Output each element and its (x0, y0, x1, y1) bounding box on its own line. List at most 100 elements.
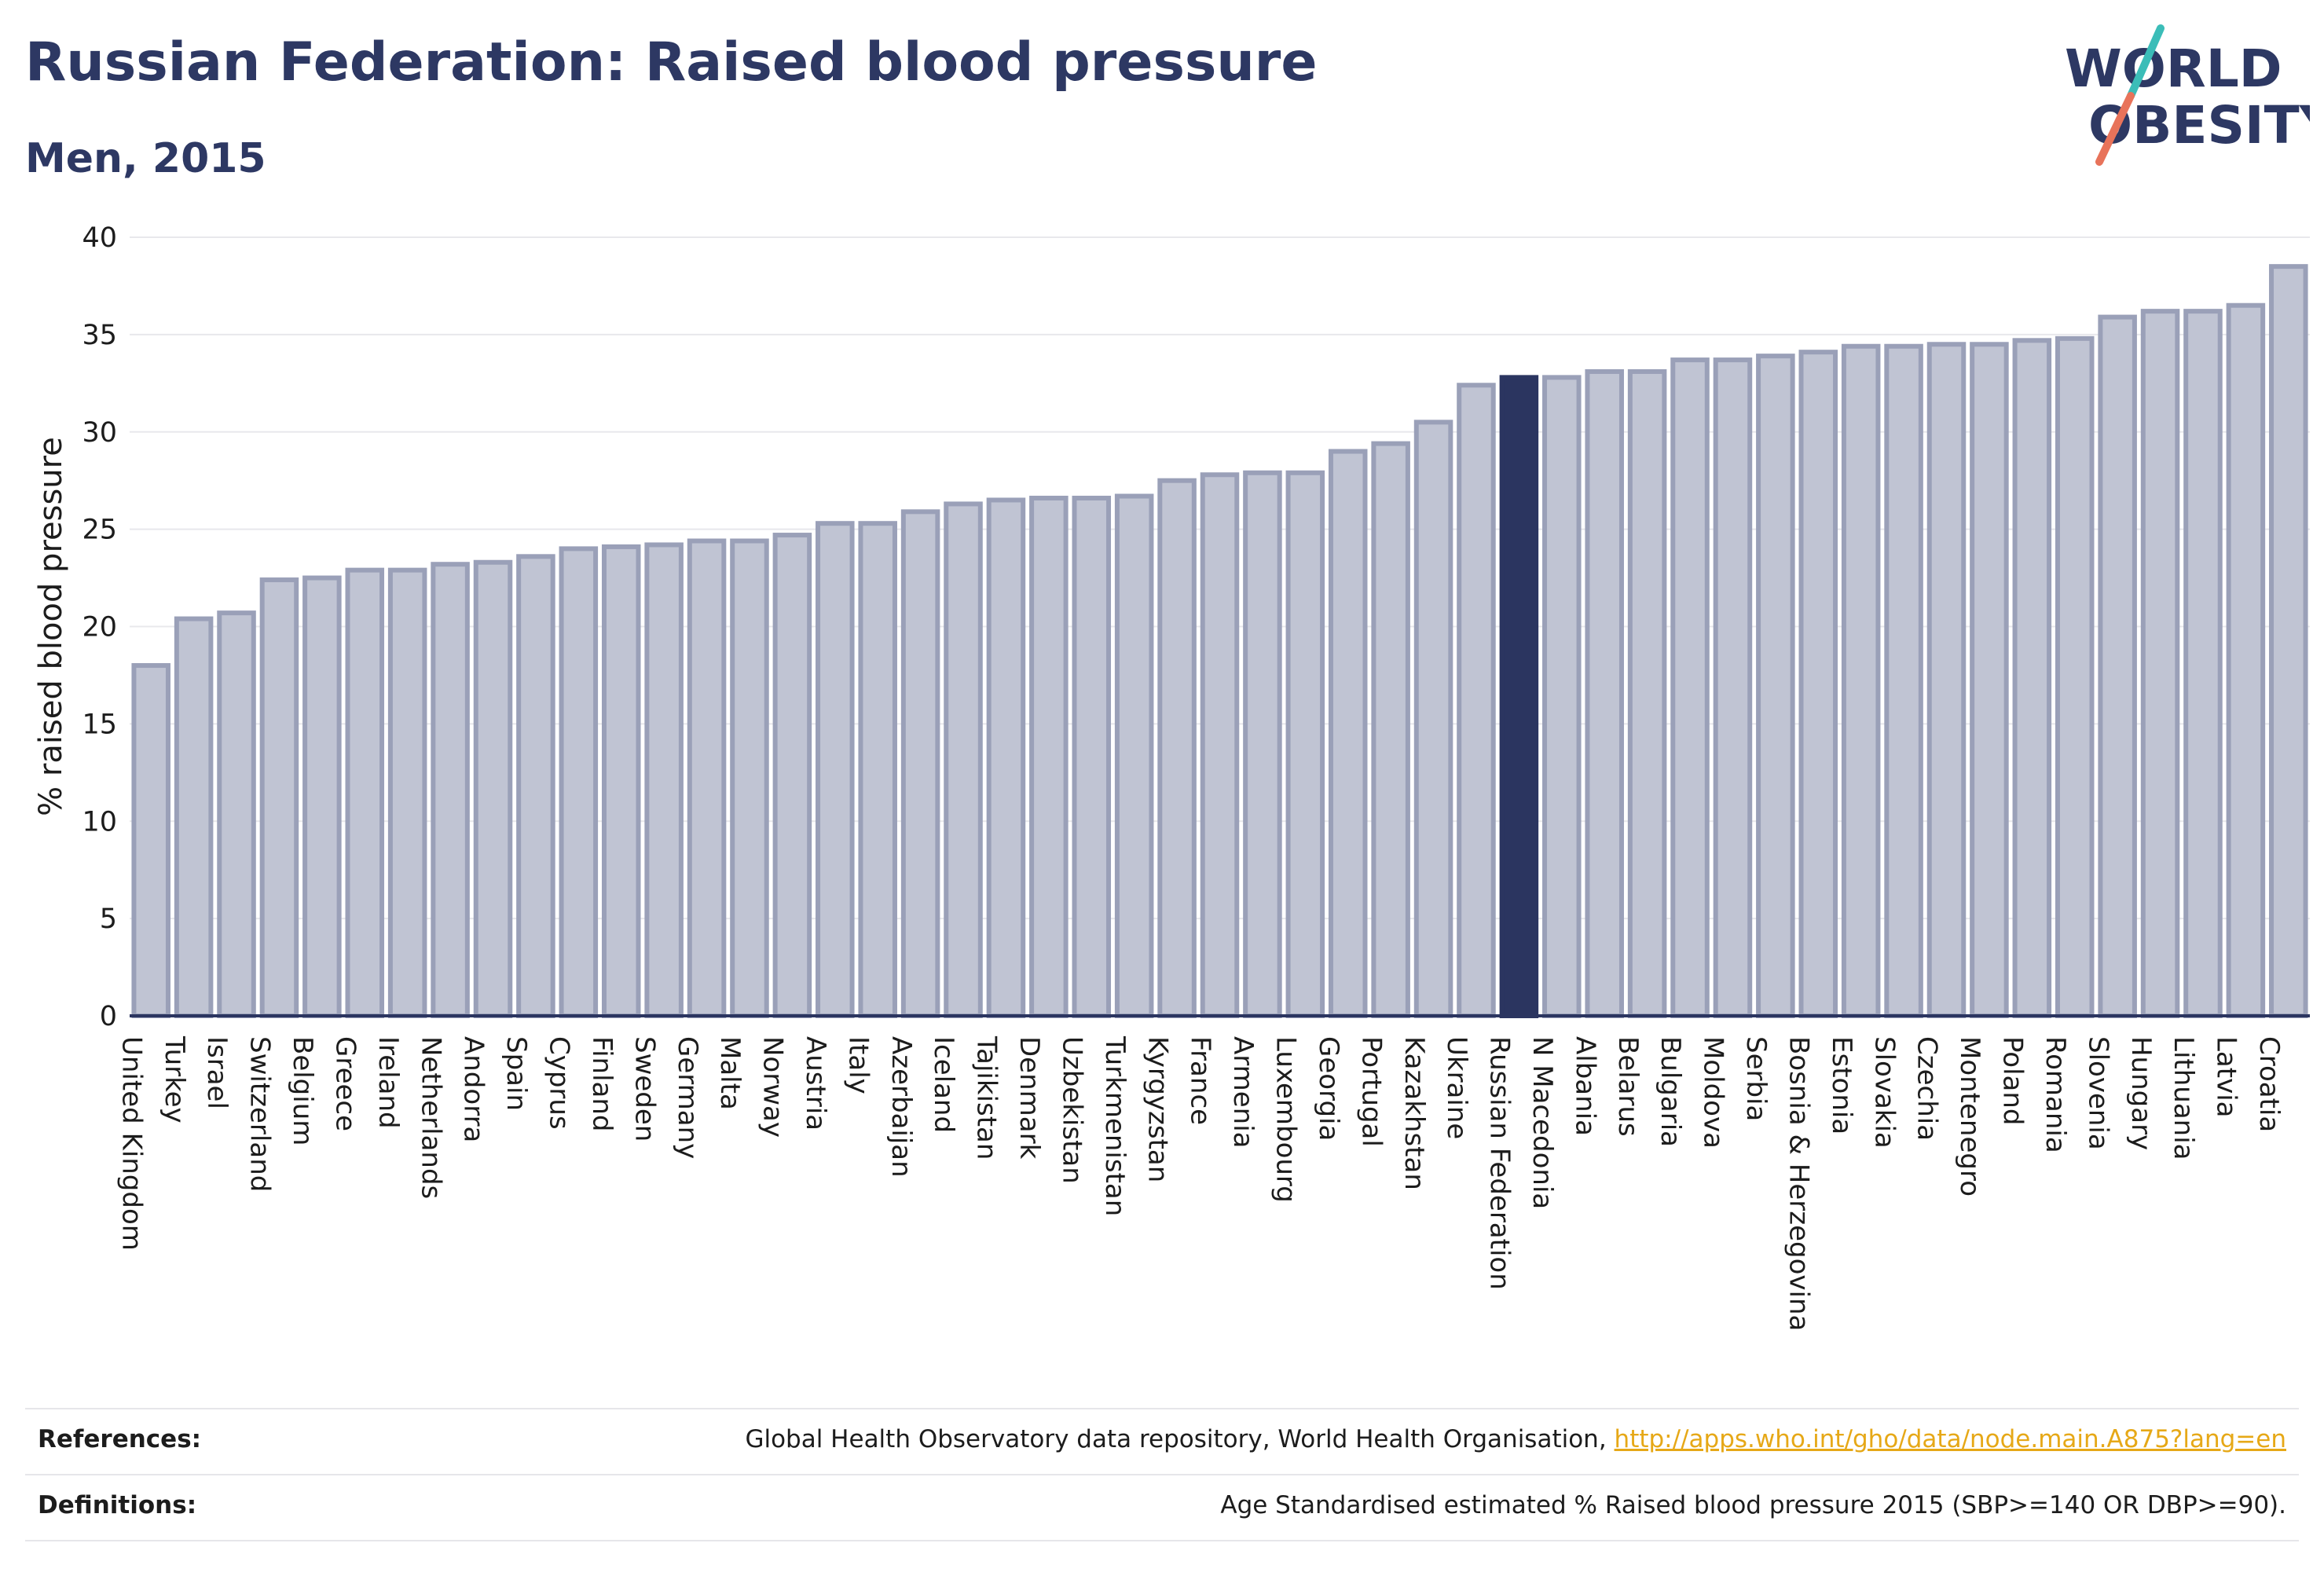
x-tick-label: Bulgaria (1655, 1036, 1686, 1147)
x-tick-label: United Kingdom (115, 1036, 147, 1251)
x-tick-label: Bosnia & Herzegovina (1783, 1036, 1814, 1331)
x-tick-label: France (1185, 1036, 1216, 1125)
y-tick-label: 35 (82, 320, 117, 351)
bar-croatia (2269, 264, 2308, 1019)
bar-norway (772, 533, 812, 1018)
x-tick-label: Iceland (928, 1036, 959, 1133)
y-tick-label: 10 (82, 806, 117, 837)
bar-sweden (644, 542, 684, 1018)
x-tick-label: Slovakia (1868, 1036, 1900, 1149)
x-tick-label: Ireland (372, 1036, 404, 1129)
x-tick-label: Poland (1997, 1036, 2029, 1126)
bar-italy (858, 521, 897, 1018)
x-tick-label: Serbia (1740, 1036, 1772, 1121)
x-tick-label: Germany (672, 1036, 703, 1159)
bar-portugal (1371, 441, 1410, 1018)
logo-slash-coral (2095, 92, 2135, 166)
bar-belarus (1627, 368, 1667, 1018)
y-tick-label: 20 (82, 612, 117, 643)
bar-cyprus (559, 546, 599, 1018)
x-tick-label: Belgium (287, 1036, 318, 1145)
bar-hungary (2140, 309, 2180, 1018)
x-tick-label: Lithuania (2168, 1036, 2199, 1160)
x-tick-label: Moldova (1698, 1036, 1729, 1149)
references-row: References: Global Health Observatory da… (25, 1408, 2299, 1474)
bar-n-macedonia (1542, 375, 1582, 1018)
x-tick-label: Slovenia (2082, 1036, 2113, 1150)
bar-netherlands (431, 562, 470, 1018)
chart-title: Russian Federation: Raised blood pressur… (25, 31, 1318, 93)
bar-lithuania (2183, 309, 2223, 1018)
bar-azerbaijan (900, 509, 940, 1018)
bar-israel (217, 610, 256, 1018)
y-axis-ticks: 0 5 10 15 20 25 30 35 40 (82, 222, 117, 1032)
bar-luxembourg (1285, 470, 1325, 1018)
x-tick-label: Cyprus (544, 1036, 575, 1130)
x-tick-label: N Macedonia (1527, 1036, 1558, 1209)
x-tick-label: Switzerland (244, 1036, 276, 1192)
x-tick-label: Montenegro (1954, 1036, 1985, 1197)
bar-turkey (174, 616, 214, 1019)
x-axis-labels: United Kingdom Turkey Israel Switzerland Bel… (115, 1035, 2285, 1331)
bar-greece (345, 567, 385, 1018)
x-tick-label: Hungary (2125, 1036, 2157, 1150)
bar-denmark (1029, 495, 1069, 1018)
x-tick-label: Latvia (2211, 1036, 2242, 1118)
bar-bosnia-herzegovina (1798, 350, 1838, 1018)
bar-czechia (1926, 342, 1967, 1018)
bar-moldova (1713, 357, 1753, 1018)
x-tick-label: Greece (329, 1036, 361, 1131)
x-tick-label: Norway (757, 1036, 789, 1138)
bar-tajikistan (986, 497, 1026, 1018)
logo-line1: WORLD (2065, 38, 2282, 99)
y-tick-label: 5 (100, 903, 117, 935)
x-tick-label: Netherlands (415, 1036, 446, 1199)
bar-finland (601, 544, 641, 1018)
bar-georgia (1328, 449, 1368, 1018)
definitions-row: Definitions: Age Standardised estimated … (25, 1474, 2299, 1541)
bar-belgium (302, 575, 342, 1018)
y-tick-label: 25 (82, 515, 117, 546)
references-source: Global Health Observatory data repositor… (745, 1425, 1615, 1453)
world-obesity-logo: WORLD OBESITY (2065, 24, 2310, 166)
bar-slovakia (1884, 343, 1923, 1018)
bar-andorra (473, 559, 513, 1018)
x-tick-label: Austria (800, 1036, 831, 1131)
logo-slash-teal (2127, 24, 2165, 100)
bar-montenegro (1970, 342, 2009, 1018)
x-tick-label: Romania (2040, 1036, 2071, 1153)
x-tick-label: Turkmenistan (1099, 1035, 1131, 1216)
x-tick-label: Italy (842, 1036, 874, 1094)
x-tick-label: Finland (586, 1036, 618, 1132)
y-tick-label: 15 (82, 709, 117, 740)
x-tick-label: Czechia (1912, 1036, 1943, 1141)
definitions-label: Definitions: (38, 1491, 197, 1519)
y-tick-label: 30 (82, 417, 117, 449)
x-tick-label: Estonia (1826, 1036, 1857, 1134)
bar-kazakhstan (1413, 420, 1453, 1018)
bar-armenia (1243, 470, 1282, 1018)
x-tick-label: Kazakhstan (1398, 1036, 1430, 1190)
y-tick-label: 0 (100, 1001, 117, 1032)
bar-ukraine (1457, 383, 1496, 1019)
bar-poland (2012, 338, 2052, 1018)
bar-spain (516, 554, 555, 1018)
x-tick-label: Uzbekistan (1056, 1036, 1087, 1184)
x-tick-label: Tajikistan (971, 1035, 1003, 1160)
references-label: References: (38, 1425, 202, 1453)
x-tick-label: Sweden (629, 1036, 660, 1142)
bar-slovenia (2098, 314, 2137, 1018)
x-tick-label: Denmark (1014, 1036, 1045, 1160)
x-tick-label: Andorra (458, 1036, 489, 1142)
bar-iceland (944, 501, 983, 1018)
bar-kyrgyzstan (1157, 478, 1197, 1018)
x-tick-label: Russian Federation (1484, 1036, 1516, 1290)
bar-united-kingdom (131, 663, 170, 1018)
x-tick-label: Albania (1569, 1036, 1600, 1136)
x-tick-label: Luxembourg (1270, 1036, 1302, 1203)
x-tick-label: Azerbaijan (885, 1036, 917, 1178)
bar-germany (687, 538, 727, 1018)
bar-switzerland (259, 577, 299, 1018)
references-link[interactable]: http://apps.who.int/gho/data/node.main.A… (1614, 1425, 2286, 1453)
x-tick-label: Armenia (1227, 1036, 1259, 1149)
